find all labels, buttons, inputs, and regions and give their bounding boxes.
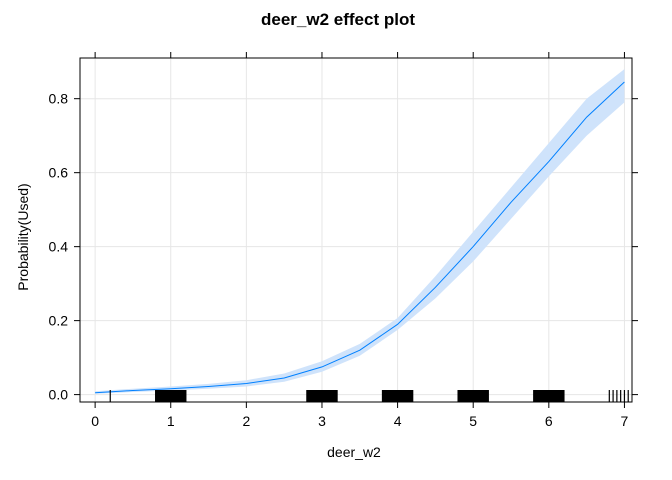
y-tick-label: 0.6 [49,165,69,181]
rug-layer [109,390,629,402]
fit-line [95,81,625,394]
x-tick-label: 3 [318,413,326,429]
x-tick-label: 1 [167,413,175,429]
grid [80,58,632,402]
rug-block [533,390,564,402]
x-tick-label: 0 [91,413,99,429]
y-axis-label: Probability(Used) [15,183,31,290]
y-tick-label: 0.8 [49,91,69,107]
rug-block [306,390,338,402]
fit-line-layer [95,81,625,394]
x-tick-label: 4 [394,413,402,429]
x-tick-label: 7 [621,413,629,429]
y-tick-label: 0.2 [49,313,69,329]
x-axis-label: deer_w2 [327,444,381,460]
confidence-band [95,69,625,394]
rug-block [382,390,413,402]
x-tick-label: 5 [469,413,477,429]
chart-title: deer_w2 effect plot [261,10,415,29]
rug-block [458,390,489,402]
y-axis: 0.0 0.2 0.4 0.6 0.8 [49,91,638,403]
y-tick-label: 0.4 [49,239,69,255]
plot-panel-border [79,57,633,403]
x-tick-label: 2 [242,413,250,429]
y-tick-label: 0.0 [49,387,69,403]
x-axis: 0 1 2 3 4 5 6 7 [91,52,629,429]
x-tick-label: 6 [545,413,553,429]
confidence-band-layer [95,69,625,394]
rug-block [155,390,186,402]
